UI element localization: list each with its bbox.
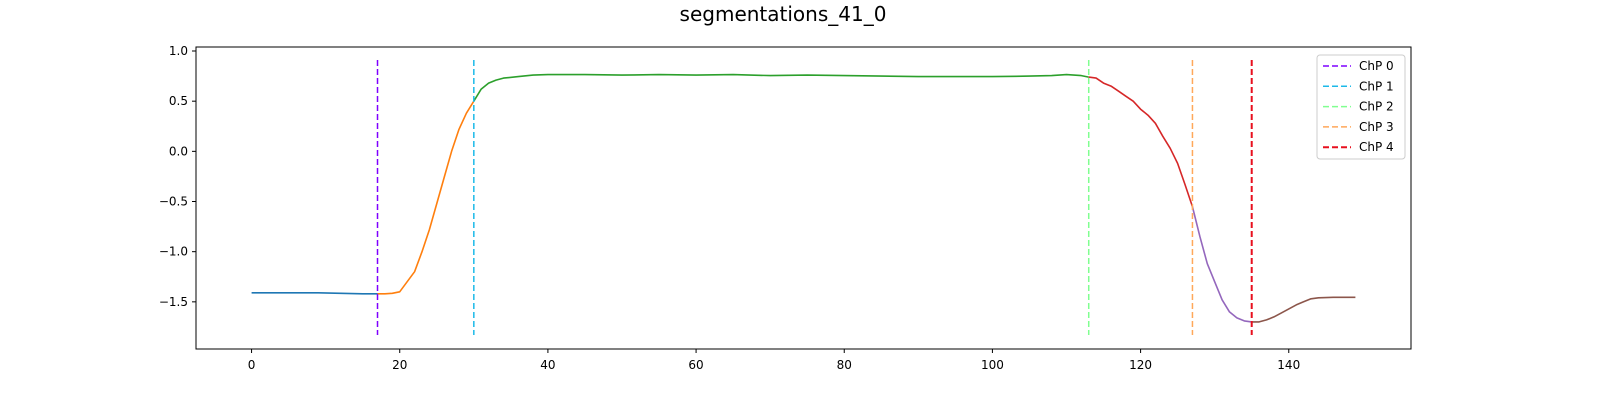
series-segment-5 — [1251, 296, 1356, 323]
legend-label: ChP 0 — [1359, 59, 1394, 73]
series-segment-3 — [1088, 76, 1194, 207]
x-tick-label: 20 — [392, 358, 407, 372]
y-tick-label: −1.0 — [159, 245, 188, 259]
legend-box — [1316, 54, 1406, 160]
legend-label: ChP 2 — [1359, 100, 1394, 114]
x-tick-label: 0 — [248, 358, 256, 372]
x-tick-label: 140 — [1277, 358, 1300, 372]
chart-title: segmentations_41_0 — [679, 2, 887, 26]
y-tick-label: 0.5 — [169, 94, 188, 108]
x-tick-label: 120 — [1129, 358, 1152, 372]
y-tick-label: 0.0 — [169, 144, 188, 158]
y-tick-label: 1.0 — [169, 44, 188, 58]
x-tick-label: 60 — [688, 358, 703, 372]
y-tick-label: −1.5 — [159, 295, 188, 309]
x-tick-label: 40 — [540, 358, 555, 372]
series-segment-2 — [473, 73, 1089, 102]
x-tick-label: 100 — [981, 358, 1004, 372]
legend-label: ChP 3 — [1359, 120, 1394, 134]
y-tick-label: −0.5 — [159, 195, 188, 209]
series-segment-1 — [377, 100, 475, 295]
plot-area-frame — [195, 46, 1412, 350]
series-segment-4 — [1191, 206, 1252, 323]
legend-label: ChP 4 — [1359, 140, 1394, 154]
legend-label: ChP 1 — [1359, 79, 1394, 93]
series-segment-0 — [251, 291, 378, 295]
x-tick-label: 80 — [837, 358, 852, 372]
